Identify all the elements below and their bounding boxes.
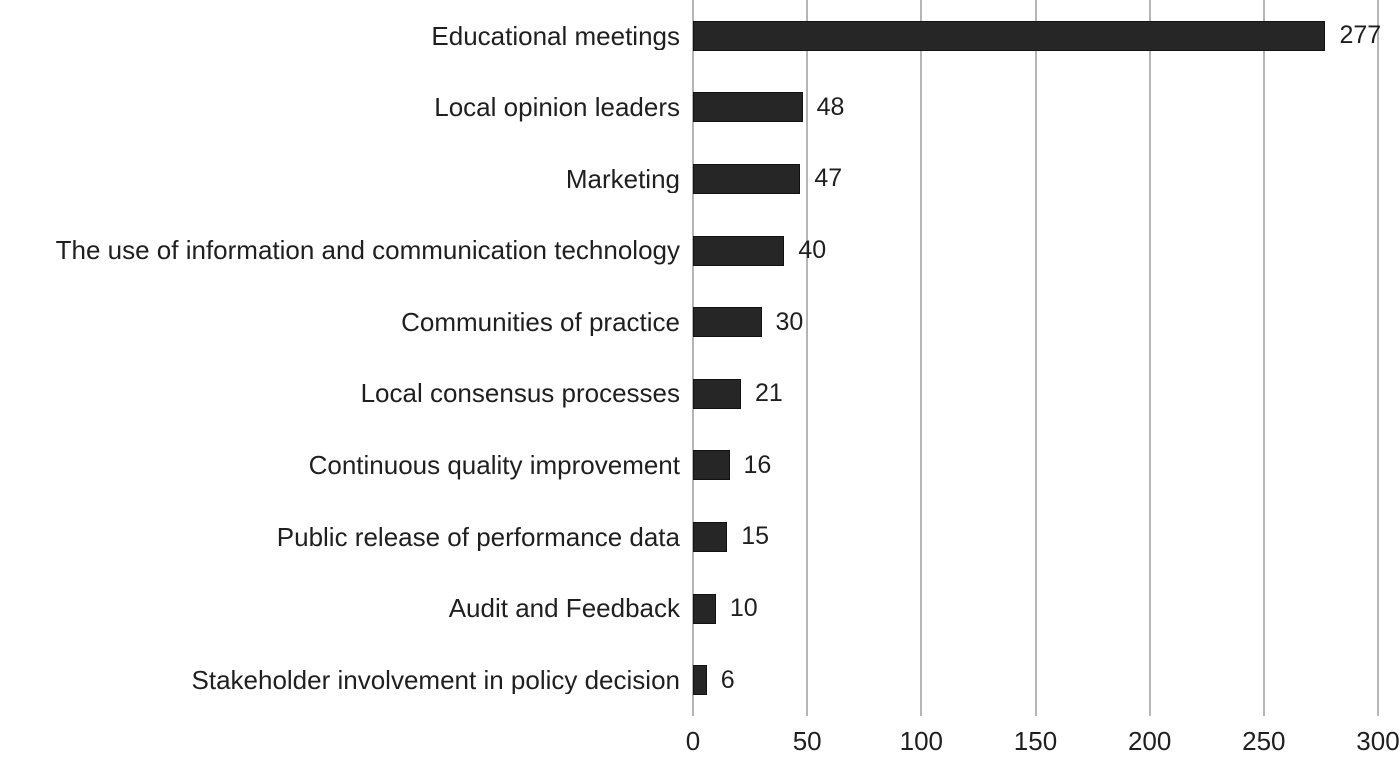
gridlines-layer	[692, 0, 1379, 716]
chart-row: Stakeholder involvement in policy decisi…	[0, 644, 1400, 716]
bar	[693, 235, 785, 266]
bar-track: 16	[693, 430, 1378, 502]
bar	[693, 378, 741, 409]
chart-row: The use of information and communication…	[0, 215, 1400, 287]
gridline-50	[806, 0, 809, 716]
category-label: The use of information and communication…	[55, 236, 680, 265]
bar	[693, 665, 707, 696]
bar	[693, 450, 730, 481]
bar-track: 47	[693, 143, 1378, 215]
category-label: Public release of performance data	[276, 522, 680, 552]
x-tick-label: 200	[1127, 726, 1172, 756]
category-label: Local consensus processes	[360, 379, 680, 409]
value-label: 10	[729, 594, 758, 623]
gridline-200	[1148, 0, 1151, 716]
chart-row: Continuous quality improvement 16	[0, 430, 1400, 502]
bar	[693, 593, 716, 624]
value-label: 30	[775, 307, 804, 336]
bar-track: 277	[693, 0, 1382, 72]
category-label: Stakeholder involvement in policy decisi…	[191, 665, 681, 695]
gridline-300	[1377, 0, 1379, 716]
value-label: 15	[741, 522, 770, 551]
bar-track: 21	[693, 358, 1378, 430]
gridline-250	[1262, 0, 1265, 716]
bar	[693, 20, 1326, 51]
category-label: Marketing	[565, 164, 680, 194]
gridline-100	[920, 0, 923, 716]
bar-track: 6	[693, 644, 1378, 716]
value-label: 16	[743, 450, 772, 479]
category-label: Communities of practice	[401, 307, 680, 337]
bar	[693, 521, 728, 552]
bar	[693, 163, 801, 194]
value-label: 277	[1339, 21, 1382, 50]
category-label: Audit and Feedback	[448, 594, 680, 623]
x-tick-label: 150	[1013, 726, 1058, 756]
chart-row: Educational meetings 277	[0, 0, 1400, 72]
value-label: 47	[814, 164, 843, 193]
chart-row: Audit and Feedback 10	[0, 573, 1400, 645]
x-tick-label: 300	[1356, 726, 1400, 756]
bar-track: 40	[693, 215, 1378, 287]
chart-row: Public release of performance data 15	[0, 501, 1400, 573]
category-label: Local opinion leaders	[434, 93, 680, 122]
value-label: 21	[754, 379, 783, 408]
bar	[693, 92, 803, 123]
bar-track: 15	[693, 501, 1378, 573]
category-label: Educational meetings	[431, 21, 680, 51]
chart-rows: Educational meetings 277 Local opinion lea…	[0, 0, 1400, 716]
chart-row: Local consensus processes 21	[0, 358, 1400, 430]
gridline-150	[1034, 0, 1037, 716]
chart-row: Marketing 47	[0, 143, 1400, 215]
value-label: 6	[720, 665, 735, 694]
gridline-0	[692, 0, 694, 716]
value-label: 48	[816, 92, 845, 121]
x-tick-label: 50	[792, 726, 822, 756]
bar-track: 30	[693, 286, 1378, 358]
category-label: Continuous quality improvement	[308, 451, 680, 480]
value-label: 40	[798, 236, 827, 265]
chart-row: Local opinion leaders 48	[0, 72, 1400, 144]
bar-track: 10	[693, 573, 1378, 645]
chart-row: Communities of practice 30	[0, 286, 1400, 358]
bar	[693, 307, 762, 338]
x-tick-label: 0	[685, 726, 701, 756]
x-tick-label: 250	[1242, 726, 1286, 756]
x-axis: 0 50 100 150 200 250 300	[686, 724, 1400, 761]
bar-track: 48	[693, 72, 1378, 144]
x-tick-label: 100	[899, 726, 944, 756]
